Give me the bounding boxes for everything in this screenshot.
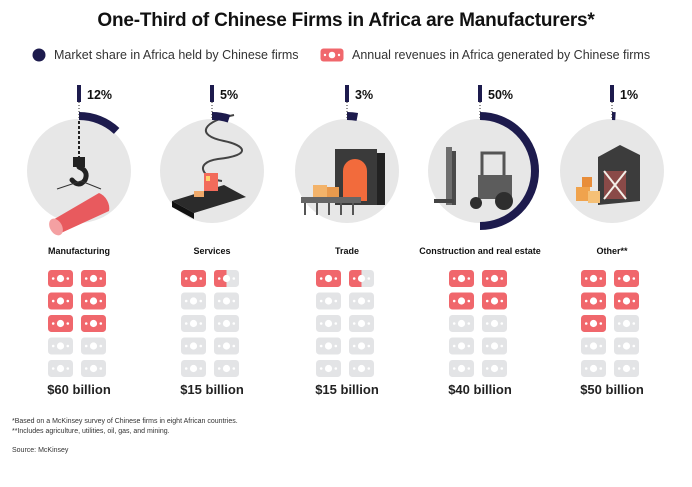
revenue-label: $40 billion	[448, 382, 512, 397]
revenue-bill-icon	[181, 292, 206, 310]
revenue-bill-icon	[48, 315, 73, 332]
revenue-label: $50 billion	[580, 382, 644, 397]
revenue-bill-icon	[449, 292, 474, 310]
category-label: Construction and real estate	[419, 246, 541, 256]
category-1: 12% Manufacturing $60 billion	[27, 85, 131, 397]
revenue-bill-icon	[214, 315, 239, 332]
revenue-label: $15 billion	[180, 382, 244, 397]
category-circle	[27, 119, 131, 223]
revenue-bill-icon	[349, 315, 374, 332]
legend-label-revenue: Annual revenues in Africa generated by C…	[352, 48, 651, 62]
revenue-bill-icon	[614, 292, 639, 310]
market-share-label: 5%	[220, 88, 238, 102]
revenue-bill-icon	[349, 292, 374, 310]
market-share-label: 50%	[488, 88, 513, 102]
revenue-bill-icon	[581, 270, 606, 287]
revenue-bill-icon	[581, 315, 606, 332]
revenue-bill-icon	[48, 337, 73, 355]
revenue-bill-icon	[449, 360, 474, 377]
revenue-bill-icon	[482, 315, 507, 332]
revenue-bill-icon	[482, 270, 507, 287]
revenue-bill-icon	[449, 270, 474, 287]
revenue-bill-icon	[181, 360, 206, 377]
market-share-label: 12%	[87, 88, 112, 102]
revenue-bill-icon	[81, 360, 106, 377]
market-share-arc	[211, 111, 231, 123]
revenue-bill-icon	[316, 292, 341, 310]
category-4: 50% Construction and real estate $40 billi…	[419, 85, 541, 397]
legend: Market share in Africa held by Chinese f…	[0, 45, 692, 65]
market-share-arc	[479, 112, 539, 230]
revenue-bill-icon	[581, 292, 606, 310]
banknote-icon	[320, 48, 344, 62]
revenue-bill-icon	[181, 270, 206, 287]
legend-item-revenue: Annual revenues in Africa generated by C…	[320, 45, 650, 65]
category-label: Manufacturing	[48, 246, 110, 256]
category-label: Other**	[596, 246, 628, 256]
category-3: 3% Trade $15 billion	[295, 85, 399, 397]
forklift-icon	[434, 147, 513, 210]
revenue-bill-icon	[349, 337, 374, 355]
category-2: 5% Services $15 billion	[160, 85, 264, 397]
revenue-bill-icon	[581, 360, 606, 377]
revenue-bill-icon	[81, 292, 106, 310]
revenue-bill-icon	[316, 315, 341, 332]
revenue-bill-icon	[181, 315, 206, 332]
revenue-label: $15 billion	[315, 382, 379, 397]
revenue-bill-icon	[81, 270, 106, 287]
revenue-bill-icon	[316, 337, 341, 355]
legend-item-market-share: Market share in Africa held by Chinese f…	[32, 45, 299, 65]
revenue-bill-icon	[214, 292, 239, 310]
market-share-arc	[346, 111, 359, 121]
revenue-bill-icon	[81, 337, 106, 355]
crane-hook-icon	[49, 121, 110, 236]
market-share-label: 3%	[355, 88, 373, 102]
revenue-bill-icon	[614, 337, 639, 355]
revenue-label: $60 billion	[47, 382, 111, 397]
revenue-bill-icon	[48, 360, 73, 377]
revenue-bill-icon	[482, 337, 507, 355]
revenue-bill-icon	[214, 337, 239, 355]
footnote-1: *Based on a McKinsey survey of Chinese f…	[12, 418, 238, 425]
revenue-bill-icon	[482, 360, 507, 377]
revenue-bill-icon	[81, 315, 106, 332]
revenue-bill-icon	[48, 270, 73, 287]
category-5: 1% Other** $50 billion	[560, 85, 664, 397]
revenue-bill-icon	[449, 337, 474, 355]
category-label: Trade	[335, 246, 359, 256]
footnotes: *Based on a McKinsey survey of Chinese f…	[12, 417, 238, 436]
market-share-label: 1%	[620, 88, 638, 102]
source-note: Source: McKinsey	[12, 447, 69, 454]
conveyor-machine-icon	[172, 114, 246, 219]
revenue-bill-icon	[614, 360, 639, 377]
footnote-2: **Includes agriculture, utilities, oil, …	[12, 427, 170, 435]
legend-label-market-share: Market share in Africa held by Chinese f…	[54, 48, 299, 62]
revenue-bill-icon	[449, 315, 474, 332]
navy-dot-icon	[32, 48, 46, 62]
revenue-bill-icon	[48, 292, 73, 310]
revenue-bill-icon	[614, 315, 639, 332]
revenue-bill-icon	[349, 270, 374, 287]
revenue-bill-icon	[181, 337, 206, 355]
revenue-bill-icon	[316, 360, 341, 377]
revenue-bill-icon	[214, 270, 239, 287]
revenue-bill-icon	[614, 270, 639, 287]
category-label: Services	[193, 246, 230, 256]
revenue-bill-icon	[349, 360, 374, 377]
revenue-bill-icon	[482, 292, 507, 310]
furnace-conveyor-icon	[301, 149, 385, 215]
chart-title: One-Third of Chinese Firms in Africa are…	[97, 10, 595, 31]
revenue-bill-icon	[214, 360, 239, 377]
revenue-bill-icon	[581, 337, 606, 355]
barn-crates-icon	[576, 145, 640, 205]
market-share-arc	[78, 112, 120, 134]
revenue-bill-icon	[316, 270, 341, 287]
